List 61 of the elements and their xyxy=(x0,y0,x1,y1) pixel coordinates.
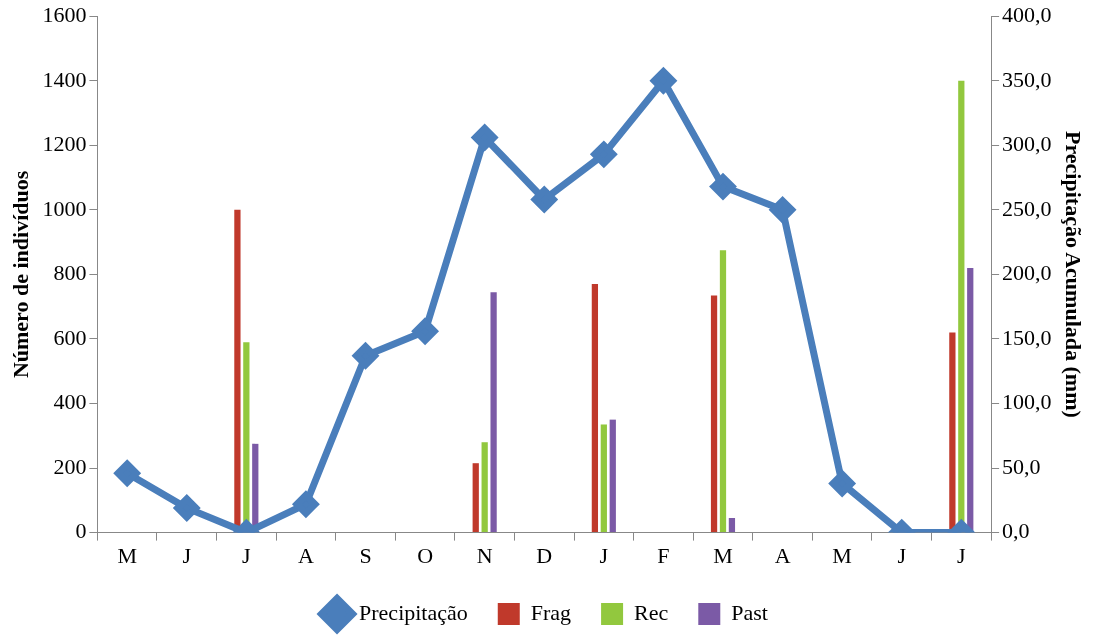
point xyxy=(531,187,557,213)
bar xyxy=(472,463,479,533)
x-tick-label: S xyxy=(359,542,372,568)
bar xyxy=(591,284,599,533)
legend-label: Rec xyxy=(634,599,669,625)
x-tick-label: O xyxy=(417,542,434,568)
y2-tick-label: 0,0 xyxy=(1002,518,1030,544)
x-tick-label: A xyxy=(297,542,314,568)
x-tick-label: N xyxy=(476,542,493,568)
y2-tick-label: 400,0 xyxy=(1002,1,1052,27)
point xyxy=(114,460,140,486)
y2-tick-label: 200,0 xyxy=(1002,260,1052,286)
y-tick-label: 200 xyxy=(53,453,87,479)
point xyxy=(412,318,438,344)
legend-label: Frag xyxy=(530,599,572,625)
x-tick-label: D xyxy=(536,542,553,568)
y-tick-label: 800 xyxy=(53,260,87,286)
bar xyxy=(710,295,718,533)
legend-label: Precipitação xyxy=(359,599,468,625)
y-tick-label: 0 xyxy=(75,518,87,544)
y2-tick-label: 350,0 xyxy=(1002,66,1052,92)
bar xyxy=(719,250,727,533)
point xyxy=(174,495,200,521)
bar xyxy=(967,267,974,533)
point xyxy=(710,174,736,200)
x-tick-label: M xyxy=(117,542,137,568)
point xyxy=(353,343,379,369)
y2-tick-label: 150,0 xyxy=(1002,324,1052,350)
y-tick-label: 1200 xyxy=(42,131,87,157)
y2-axis-title: Precipitação Acumulada (mm) xyxy=(1061,131,1087,418)
point xyxy=(472,125,498,151)
x-tick-label: J xyxy=(182,542,192,568)
point xyxy=(650,68,676,94)
x-tick-label: M xyxy=(832,542,852,568)
bar xyxy=(481,442,488,533)
point xyxy=(293,491,319,517)
y-tick-label: 1400 xyxy=(42,66,87,92)
y-axis-title: Número de indivíduos xyxy=(7,170,33,379)
y-tick-label: 600 xyxy=(53,324,87,350)
x-tick-label: J xyxy=(242,542,252,568)
y2-tick-label: 50,0 xyxy=(1002,453,1041,479)
x-tick-label: M xyxy=(713,542,733,568)
y-tick-label: 1000 xyxy=(42,195,87,221)
bar xyxy=(728,518,736,533)
legend-label: Past xyxy=(731,599,768,625)
bar xyxy=(490,292,497,533)
y-tick-label: 400 xyxy=(53,389,87,415)
x-tick-label: J xyxy=(599,542,609,568)
point xyxy=(591,141,617,167)
y2-tick-label: 100,0 xyxy=(1002,389,1052,415)
bar xyxy=(600,424,607,533)
point xyxy=(829,471,855,497)
x-tick-label: J xyxy=(897,542,907,568)
x-tick-label: A xyxy=(774,542,791,568)
x-tick-label: F xyxy=(657,542,670,568)
y2-tick-label: 250,0 xyxy=(1002,195,1052,221)
point xyxy=(770,197,796,223)
y2-tick-label: 300,0 xyxy=(1002,131,1052,157)
bar xyxy=(609,419,616,533)
x-tick-label: J xyxy=(957,542,967,568)
y-tick-label: 1600 xyxy=(42,1,87,27)
